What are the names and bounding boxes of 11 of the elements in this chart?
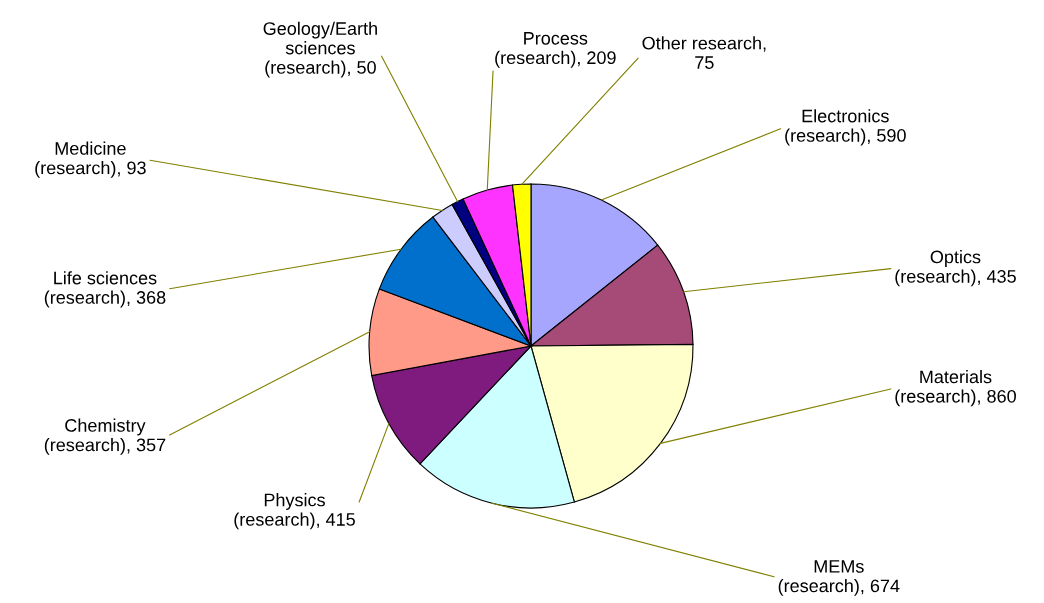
slice-label: Other research, 75 bbox=[642, 36, 766, 69]
slice-label: Physics (research), 415 bbox=[234, 493, 355, 530]
slice-label: Materials (research), 860 bbox=[895, 369, 1016, 407]
slice-label: Medicine (research), 93 bbox=[35, 141, 146, 178]
slice-label: Life sciences (research), 368 bbox=[44, 271, 166, 308]
slice-label: Electronics (research), 590 bbox=[785, 109, 906, 146]
slice-label: Process (research), 209 bbox=[495, 32, 616, 68]
slice-label: Geology/Earth sciences (research), 50 bbox=[263, 21, 377, 78]
slice-label: MEMs (research), 674 bbox=[778, 560, 900, 596]
slice-label: Optics (research), 435 bbox=[895, 250, 1016, 287]
slice-label: Chemistry (research), 357 bbox=[44, 418, 166, 455]
